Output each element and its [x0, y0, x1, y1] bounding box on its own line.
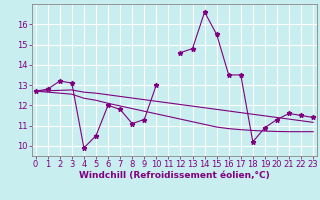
X-axis label: Windchill (Refroidissement éolien,°C): Windchill (Refroidissement éolien,°C): [79, 171, 270, 180]
